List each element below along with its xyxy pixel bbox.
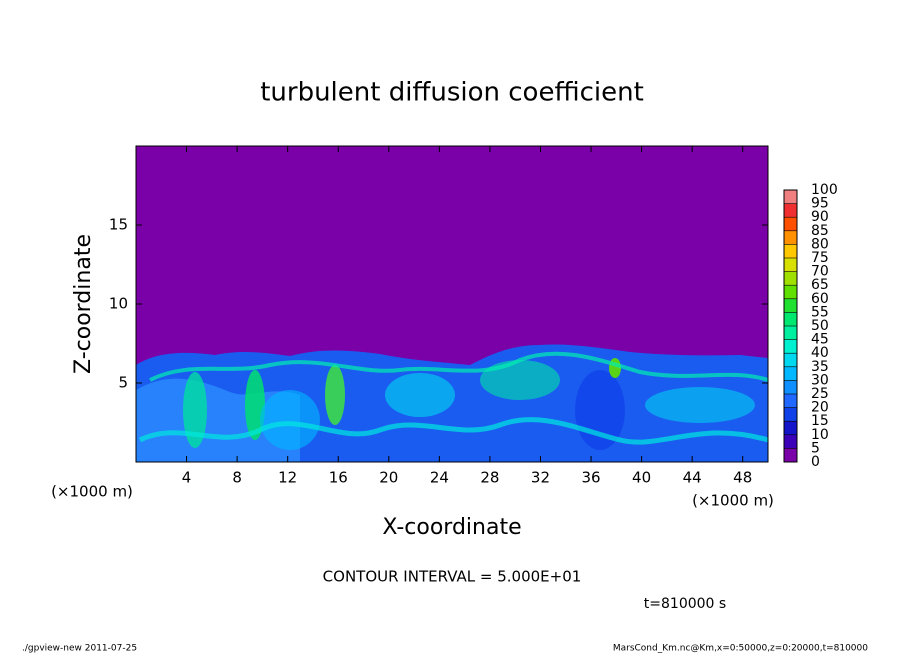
colorbar-swatch [784,190,797,204]
y-axis-label: Z-coordinate [71,234,96,374]
colorbar-label: 5 [811,440,820,456]
y-tick-label: 15 [109,216,128,234]
colorbar-swatch [784,448,797,462]
colorbar-label: 25 [811,386,829,402]
contour-interval: CONTOUR INTERVAL = 5.000E+01 [323,568,582,586]
field-pattern [136,344,768,462]
y-tick-label: 5 [118,374,128,392]
colorbar-label: 85 [811,223,829,239]
x-tick-label: 24 [430,469,449,487]
colorbar-label: 10 [811,427,829,443]
colorbar-label: 30 [811,372,829,388]
x-tick-label: 16 [329,469,348,487]
colorbar-swatch [784,285,797,299]
colorbar-label: 55 [811,304,829,320]
colorbar-swatch [784,298,797,313]
colorbar-swatch [784,203,797,218]
colorbar-swatch [784,244,797,258]
x-tick-label: 40 [632,469,651,487]
colorbar-label: 100 [811,182,838,198]
colorbar-swatch [784,421,797,435]
colorbar-label: 35 [811,359,829,375]
x-axis-label: X-coordinate [382,515,521,540]
colorbar-swatch [784,258,797,272]
colorbar-label: 20 [811,400,829,416]
colorbar-label: 40 [811,345,829,361]
colorbar-swatch [784,339,797,354]
x-unit-label: (×1000 m) [692,492,774,510]
colorbar-swatch [784,326,797,340]
x-tick-label: 44 [683,469,702,487]
colorbar-label: 15 [811,413,829,429]
colorbar-label: 80 [811,236,829,252]
x-tick-label: 20 [379,469,398,487]
colorbar-swatch [784,271,797,286]
y-tick-label: 10 [109,295,128,313]
colorbar-swatch [784,394,797,408]
colorbar-swatch [784,434,797,449]
colorbar-label: 0 [811,454,820,470]
x-tick-label: 48 [733,469,752,487]
colorbar-label: 70 [811,264,829,280]
colorbar-label: 75 [811,250,829,266]
colorbar-label: 45 [811,332,829,348]
y-unit-label: (×1000 m) [51,483,133,501]
colorbar-swatch [784,380,797,394]
x-tick-label: 4 [182,469,192,487]
colorbar-label: 50 [811,318,829,334]
colorbar-label: 95 [811,196,829,212]
footer-right: MarsCond_Km.nc@Km,x=0:50000,z=0:20000,t=… [613,644,868,654]
x-tick-label: 36 [581,469,600,487]
time-label: t=810000 s [644,596,726,612]
colorbar-label: 65 [811,277,829,293]
footer-left: ./gpview-new 2011-07-25 [22,644,137,654]
x-tick-label: 12 [278,469,297,487]
colorbar-swatch [784,353,797,367]
colorbar-swatch [784,407,797,422]
colorbar-swatch [784,312,797,326]
x-tick-label: 32 [531,469,550,487]
chart-title: turbulent diffusion coefficient [260,78,644,108]
x-tick-label: 8 [232,469,242,487]
colorbar-swatch [784,217,797,231]
colorbar-label: 90 [811,209,829,225]
colorbar-swatch [784,366,797,381]
colorbar-label: 60 [811,291,829,307]
colorbar-swatch [784,230,797,245]
x-tick-label: 28 [480,469,499,487]
